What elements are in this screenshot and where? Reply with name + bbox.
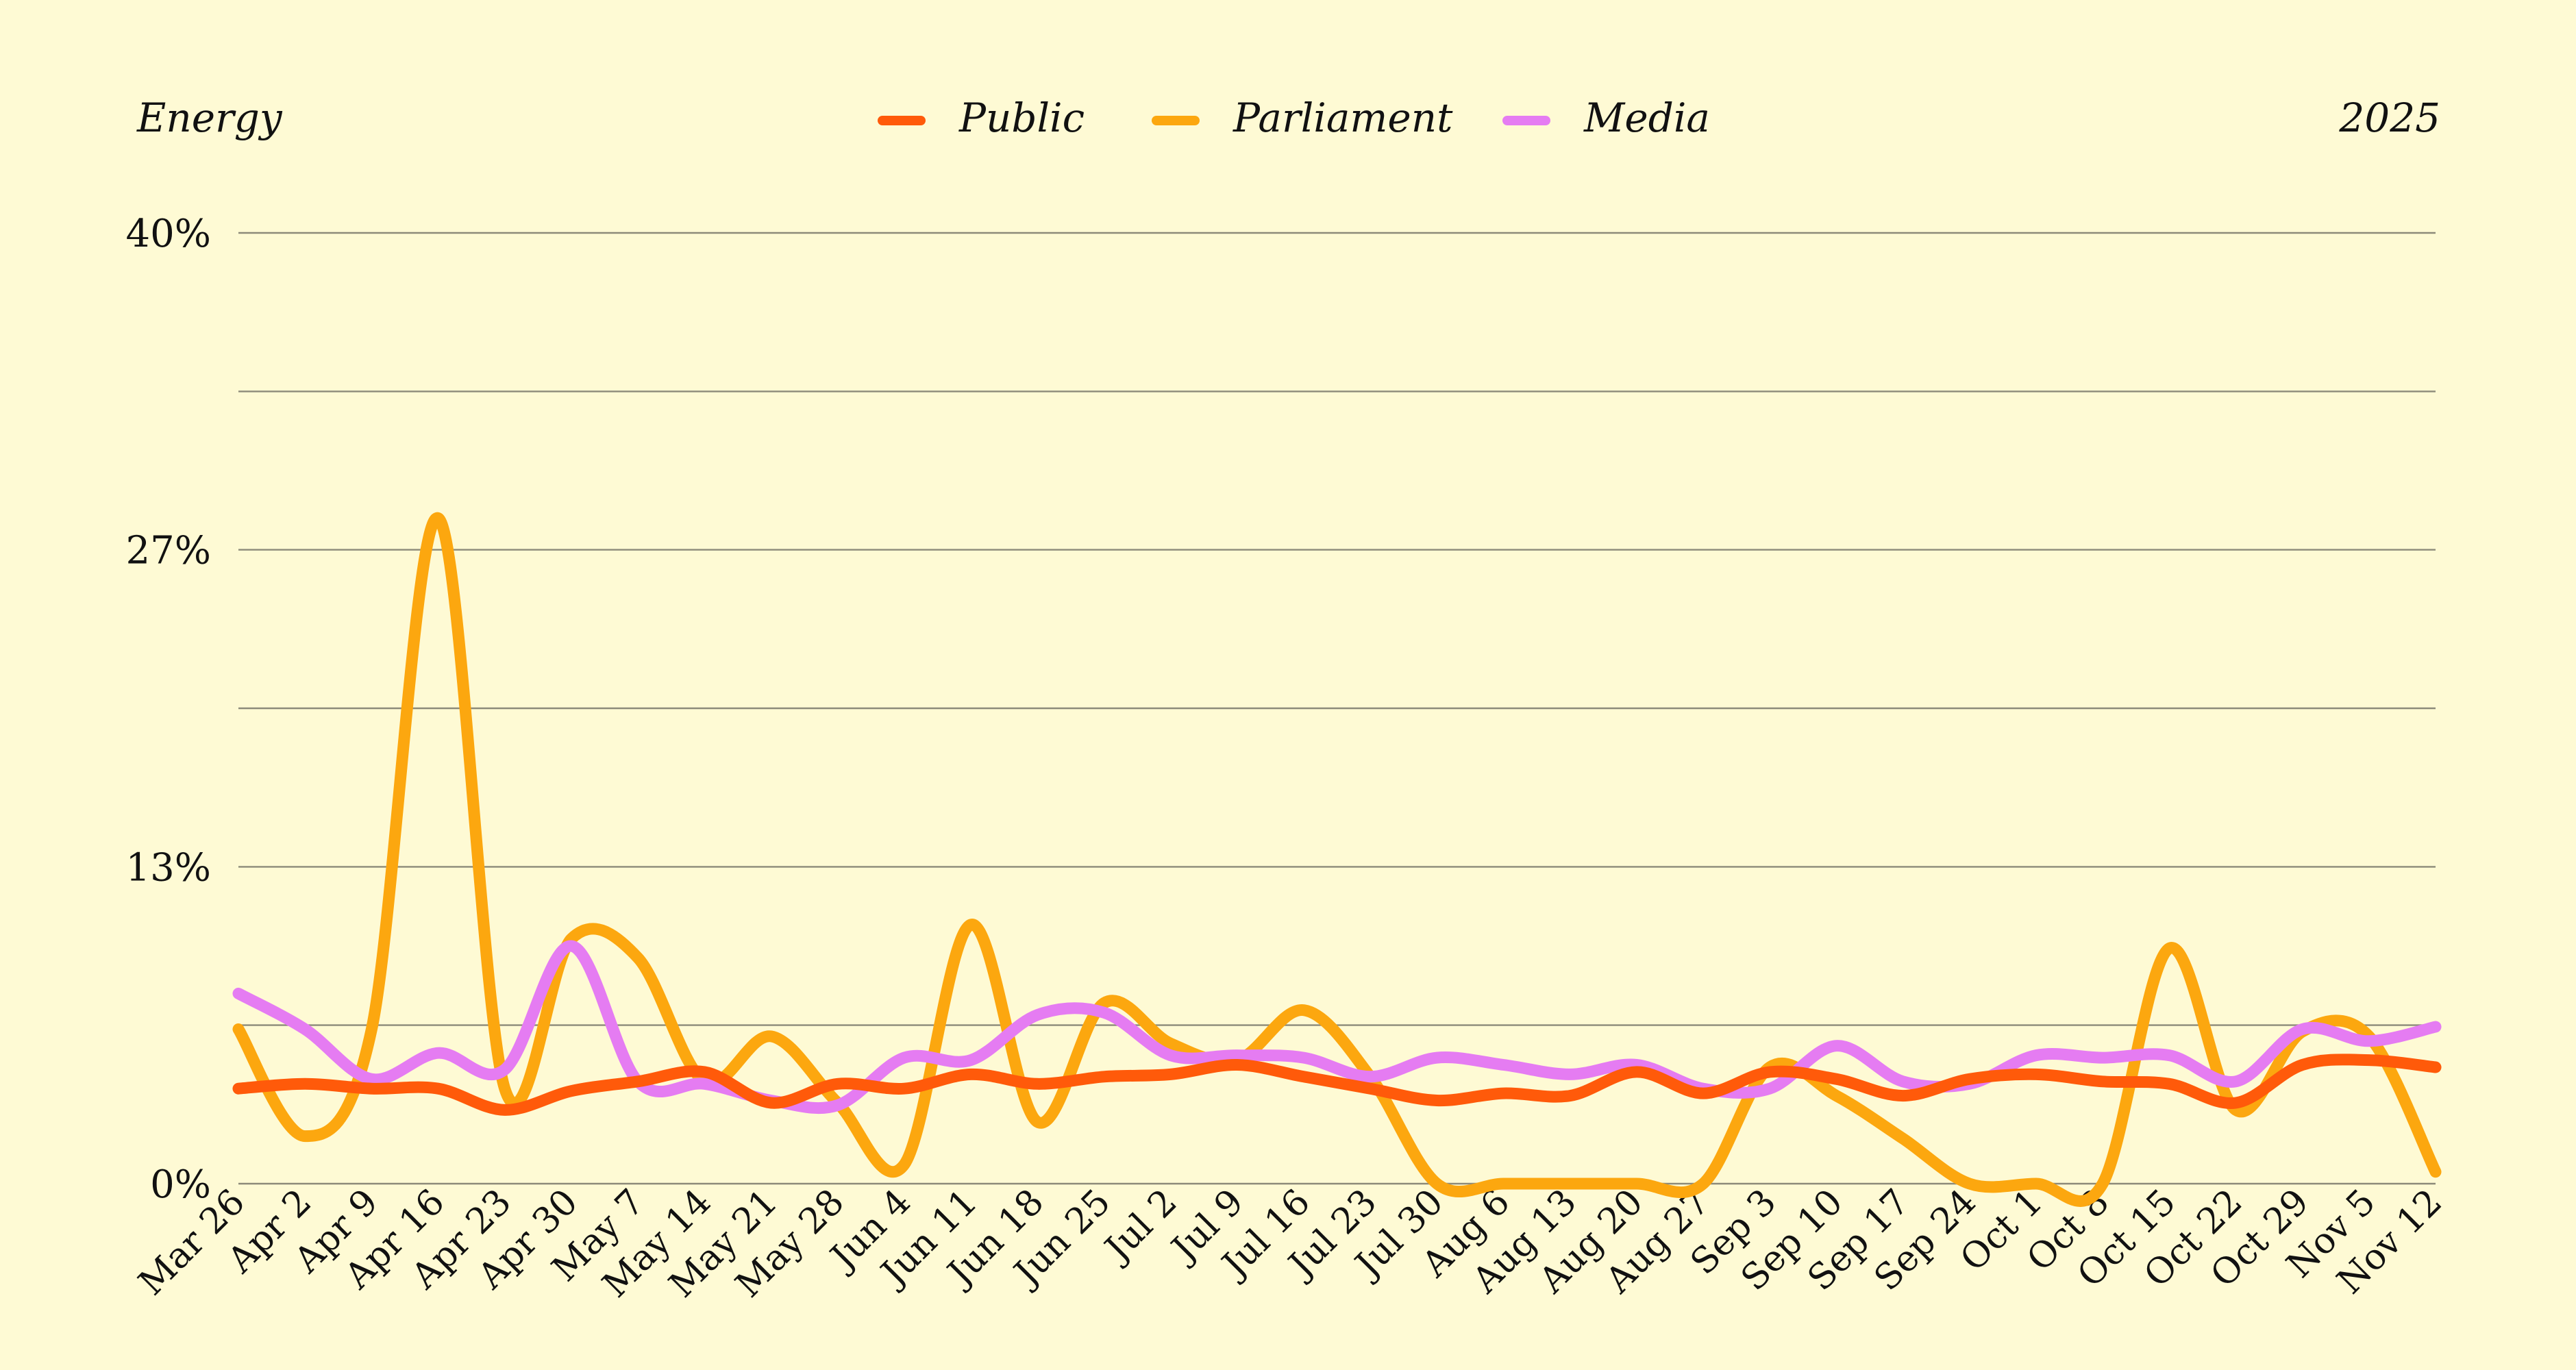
y-axis-ticks: 0% 13% 27% 40% <box>126 212 211 1207</box>
y-tick-label: 27% <box>126 529 211 573</box>
y-tick-label: 0% <box>150 1162 211 1207</box>
y-tick-label: 40% <box>126 212 211 256</box>
legend-item-parliament: Parliament <box>1152 95 1453 141</box>
year-label: 2025 <box>2338 95 2440 141</box>
series-line-parliament <box>232 512 2442 1207</box>
legend-label-media: Media <box>1583 95 1710 141</box>
series-line-public <box>232 1054 2442 1116</box>
series-lines <box>232 512 2442 1207</box>
legend-label-public: Public <box>958 95 1085 141</box>
series-line-media <box>232 940 2442 1114</box>
y-tick-label: 13% <box>126 845 211 890</box>
legend-label-parliament: Parliament <box>1233 95 1453 141</box>
x-tick-label: Jul 2 <box>1095 1182 1185 1271</box>
chart-corner-label: Energy <box>136 95 283 141</box>
legend-item-media: Media <box>1502 95 1710 141</box>
legend: Public Parliament Media <box>878 95 1710 141</box>
legend-item-public: Public <box>878 95 1085 141</box>
